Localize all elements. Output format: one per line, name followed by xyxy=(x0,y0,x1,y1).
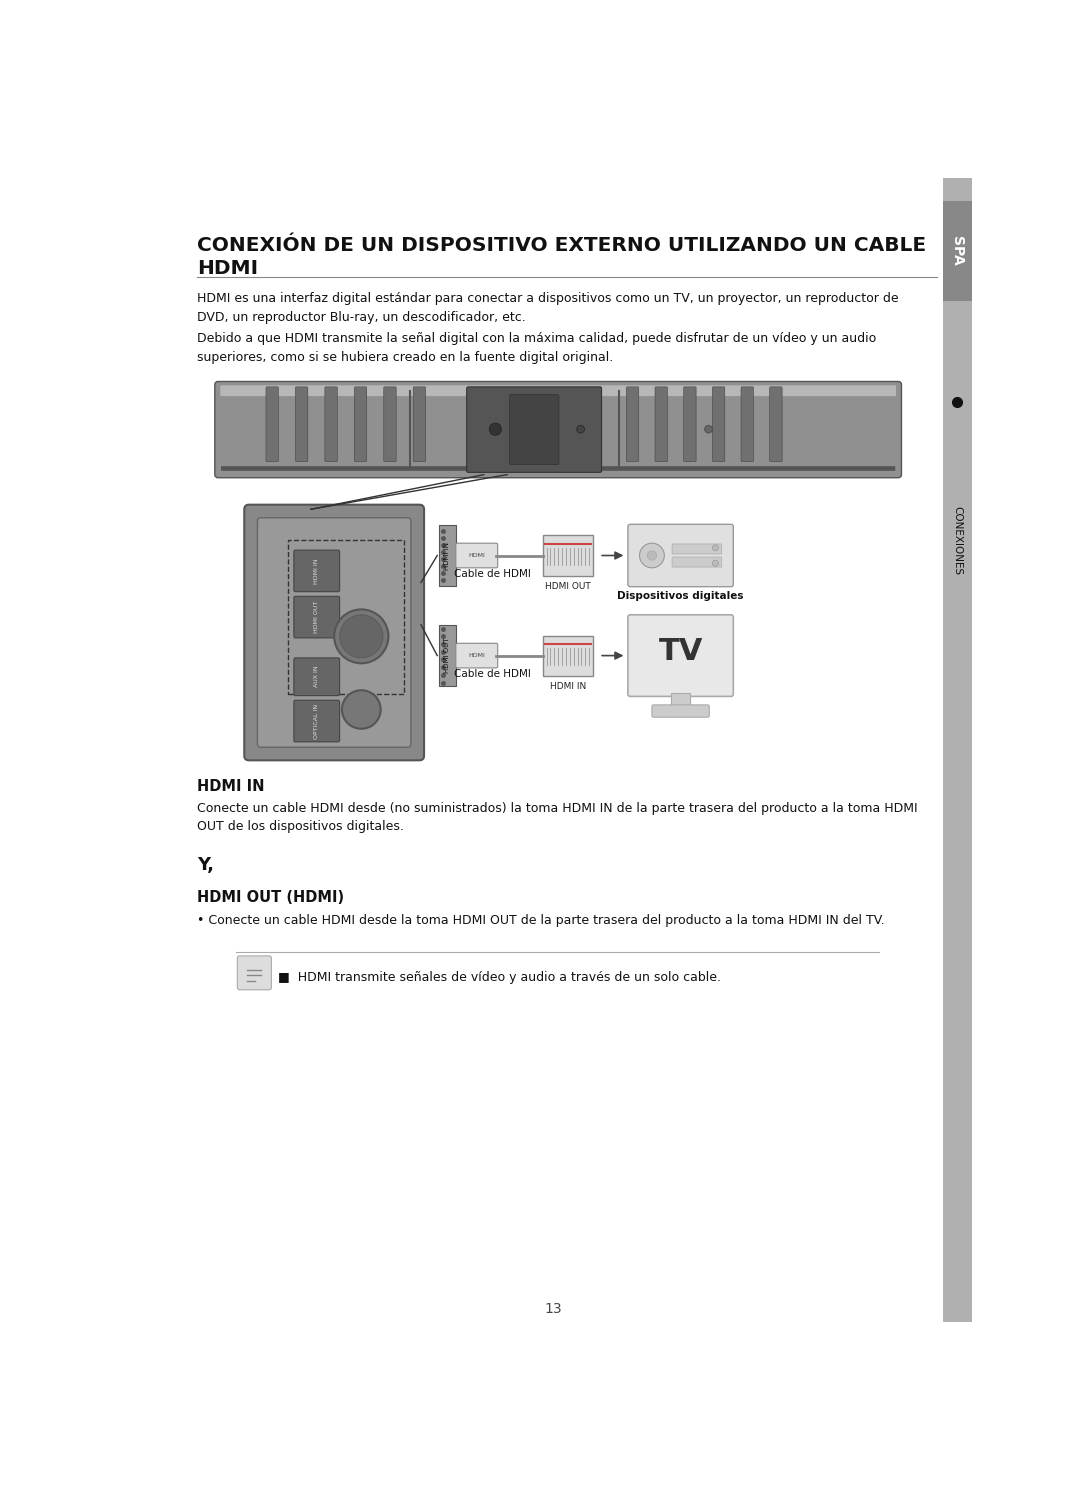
FancyBboxPatch shape xyxy=(244,505,424,760)
Text: CONEXIONES: CONEXIONES xyxy=(953,505,962,575)
Text: Cable de HDMI: Cable de HDMI xyxy=(454,569,530,579)
Text: HDMI IN: HDMI IN xyxy=(550,682,586,691)
Text: HDMI IN: HDMI IN xyxy=(314,558,319,584)
Bar xyxy=(287,541,404,693)
FancyBboxPatch shape xyxy=(510,395,559,465)
Circle shape xyxy=(342,691,380,729)
FancyBboxPatch shape xyxy=(542,636,593,676)
Bar xyxy=(438,625,456,686)
Circle shape xyxy=(334,609,389,664)
FancyBboxPatch shape xyxy=(456,544,498,567)
Text: CONEXIÓN DE UN DISPOSITIVO EXTERNO UTILIZANDO UN CABLE: CONEXIÓN DE UN DISPOSITIVO EXTERNO UTILI… xyxy=(197,236,927,255)
Text: HDMI OUT: HDMI OUT xyxy=(314,601,319,633)
FancyBboxPatch shape xyxy=(266,388,279,462)
FancyBboxPatch shape xyxy=(294,701,339,742)
Text: HDMI es una interfaz digital estándar para conectar a dispositivos como un TV, u: HDMI es una interfaz digital estándar pa… xyxy=(197,293,899,324)
Circle shape xyxy=(713,545,718,551)
Text: HDMI IN: HDMI IN xyxy=(444,542,450,570)
Text: Debido a que HDMI transmite la señal digital con la máxima calidad, puede disfru: Debido a que HDMI transmite la señal dig… xyxy=(197,333,876,364)
Circle shape xyxy=(647,551,657,560)
Circle shape xyxy=(713,560,718,566)
Bar xyxy=(672,692,690,708)
Circle shape xyxy=(704,425,713,434)
FancyBboxPatch shape xyxy=(467,388,602,472)
Text: HDMI: HDMI xyxy=(197,258,258,278)
Text: HDMI: HDMI xyxy=(469,653,485,658)
FancyBboxPatch shape xyxy=(626,388,638,462)
Text: ■  HDMI transmite señales de vídeo y audio a través de un solo cable.: ■ HDMI transmite señales de vídeo y audi… xyxy=(279,971,721,985)
Circle shape xyxy=(489,423,501,435)
FancyBboxPatch shape xyxy=(383,388,396,462)
FancyBboxPatch shape xyxy=(414,388,426,462)
FancyBboxPatch shape xyxy=(215,382,902,478)
Circle shape xyxy=(339,615,383,658)
Text: Conecte un cable HDMI desde (no suministrados) la toma HDMI IN de la parte trase: Conecte un cable HDMI desde (no suminist… xyxy=(197,802,918,833)
FancyBboxPatch shape xyxy=(652,705,710,717)
Text: Y,: Y, xyxy=(197,855,214,873)
Bar xyxy=(943,178,972,1322)
FancyBboxPatch shape xyxy=(294,549,339,591)
Text: Dispositivos digitales: Dispositivos digitales xyxy=(618,591,744,600)
FancyBboxPatch shape xyxy=(627,615,733,696)
FancyBboxPatch shape xyxy=(354,388,367,462)
Text: HDMI OUT: HDMI OUT xyxy=(444,639,450,673)
Bar xyxy=(438,524,456,587)
FancyBboxPatch shape xyxy=(296,388,308,462)
FancyBboxPatch shape xyxy=(238,956,271,990)
FancyBboxPatch shape xyxy=(221,466,895,471)
FancyBboxPatch shape xyxy=(542,536,593,576)
Text: HDMI OUT (HDMI): HDMI OUT (HDMI) xyxy=(197,891,345,906)
Text: SPA: SPA xyxy=(950,236,964,266)
Text: OPTICAL IN: OPTICAL IN xyxy=(314,704,319,738)
Bar xyxy=(943,202,972,301)
Text: HDMI: HDMI xyxy=(469,552,485,558)
Text: AUX IN: AUX IN xyxy=(314,665,319,688)
FancyBboxPatch shape xyxy=(713,388,725,462)
Text: HDMI IN: HDMI IN xyxy=(197,778,265,794)
FancyBboxPatch shape xyxy=(257,518,410,747)
FancyBboxPatch shape xyxy=(770,388,782,462)
Circle shape xyxy=(577,425,584,434)
FancyBboxPatch shape xyxy=(294,597,339,639)
Circle shape xyxy=(639,544,664,567)
FancyBboxPatch shape xyxy=(672,557,721,567)
Text: • Conecte un cable HDMI desde la toma HDMI OUT de la parte trasera del producto : • Conecte un cable HDMI desde la toma HD… xyxy=(197,913,885,927)
FancyBboxPatch shape xyxy=(294,658,339,695)
FancyBboxPatch shape xyxy=(684,388,697,462)
Text: Cable de HDMI: Cable de HDMI xyxy=(454,668,530,679)
FancyBboxPatch shape xyxy=(672,544,721,554)
Text: 13: 13 xyxy=(544,1301,563,1316)
FancyBboxPatch shape xyxy=(656,388,667,462)
FancyBboxPatch shape xyxy=(741,388,754,462)
FancyBboxPatch shape xyxy=(220,385,896,396)
FancyBboxPatch shape xyxy=(456,643,498,668)
Text: HDMI OUT: HDMI OUT xyxy=(545,582,591,591)
FancyBboxPatch shape xyxy=(627,524,733,587)
FancyBboxPatch shape xyxy=(325,388,337,462)
Text: TV: TV xyxy=(659,637,703,667)
